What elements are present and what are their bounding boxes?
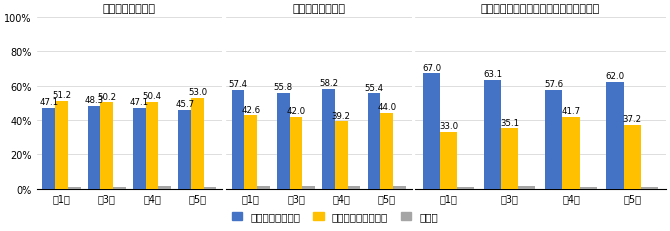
Bar xyxy=(562,118,580,189)
Bar xyxy=(519,186,535,189)
Text: 57.6: 57.6 xyxy=(544,80,563,88)
Legend: 効果をあげている, 効果をあげていない, 無回答: 効果をあげている, 効果をあげていない, 無回答 xyxy=(228,208,442,226)
Text: 57.4: 57.4 xyxy=(228,80,247,89)
Text: 51.2: 51.2 xyxy=(52,91,71,100)
Bar xyxy=(368,94,381,189)
Bar xyxy=(381,114,393,189)
Bar xyxy=(178,111,191,189)
Bar xyxy=(545,90,562,189)
Text: 37.2: 37.2 xyxy=(622,115,642,124)
Text: 33.0: 33.0 xyxy=(439,122,458,131)
Bar xyxy=(204,187,216,189)
Text: 35.1: 35.1 xyxy=(500,118,519,127)
Text: 48.3: 48.3 xyxy=(84,96,104,104)
Bar xyxy=(606,83,624,189)
Text: 42.6: 42.6 xyxy=(241,105,260,114)
Text: 39.2: 39.2 xyxy=(332,111,351,120)
Bar xyxy=(624,125,641,189)
Text: 47.1: 47.1 xyxy=(40,97,58,106)
Bar xyxy=(159,186,171,189)
Text: 62.0: 62.0 xyxy=(606,72,624,81)
Bar xyxy=(348,186,360,189)
Bar xyxy=(484,81,501,189)
Bar xyxy=(257,186,270,189)
Bar xyxy=(457,187,474,189)
Text: 55.4: 55.4 xyxy=(364,83,383,92)
Bar xyxy=(245,116,257,189)
Text: 58.2: 58.2 xyxy=(319,79,338,88)
Title: 【デジタル・アナログ組み合わせ施策】: 【デジタル・アナログ組み合わせ施策】 xyxy=(481,4,600,14)
Bar xyxy=(289,117,302,189)
Text: 63.1: 63.1 xyxy=(483,70,502,79)
Text: 47.1: 47.1 xyxy=(130,97,149,106)
Bar xyxy=(232,91,245,189)
Text: 67.0: 67.0 xyxy=(422,64,441,73)
Bar xyxy=(393,186,406,189)
Bar xyxy=(100,103,113,189)
Text: 50.2: 50.2 xyxy=(97,92,117,101)
Bar xyxy=(440,132,457,189)
Bar xyxy=(113,187,126,189)
Bar xyxy=(277,93,289,189)
Text: 45.7: 45.7 xyxy=(175,100,194,109)
Text: 44.0: 44.0 xyxy=(377,103,396,112)
Title: 【アナログ施策】: 【アナログ施策】 xyxy=(292,4,345,14)
Bar xyxy=(641,187,658,189)
Bar xyxy=(42,108,55,189)
Text: 42.0: 42.0 xyxy=(287,106,306,115)
Text: 55.8: 55.8 xyxy=(274,83,293,92)
Bar xyxy=(322,89,335,189)
Bar xyxy=(191,98,204,189)
Text: 50.4: 50.4 xyxy=(143,92,161,101)
Bar xyxy=(302,186,315,189)
Bar xyxy=(88,106,100,189)
Text: 53.0: 53.0 xyxy=(188,88,207,97)
Bar xyxy=(55,101,68,189)
Text: 41.7: 41.7 xyxy=(561,107,580,116)
Bar xyxy=(501,129,519,189)
Bar xyxy=(580,187,597,189)
Bar xyxy=(146,103,159,189)
Bar xyxy=(133,108,146,189)
Bar xyxy=(335,122,348,189)
Title: 【デジタル施策】: 【デジタル施策】 xyxy=(103,4,156,14)
Bar xyxy=(423,74,440,189)
Bar xyxy=(68,187,80,189)
